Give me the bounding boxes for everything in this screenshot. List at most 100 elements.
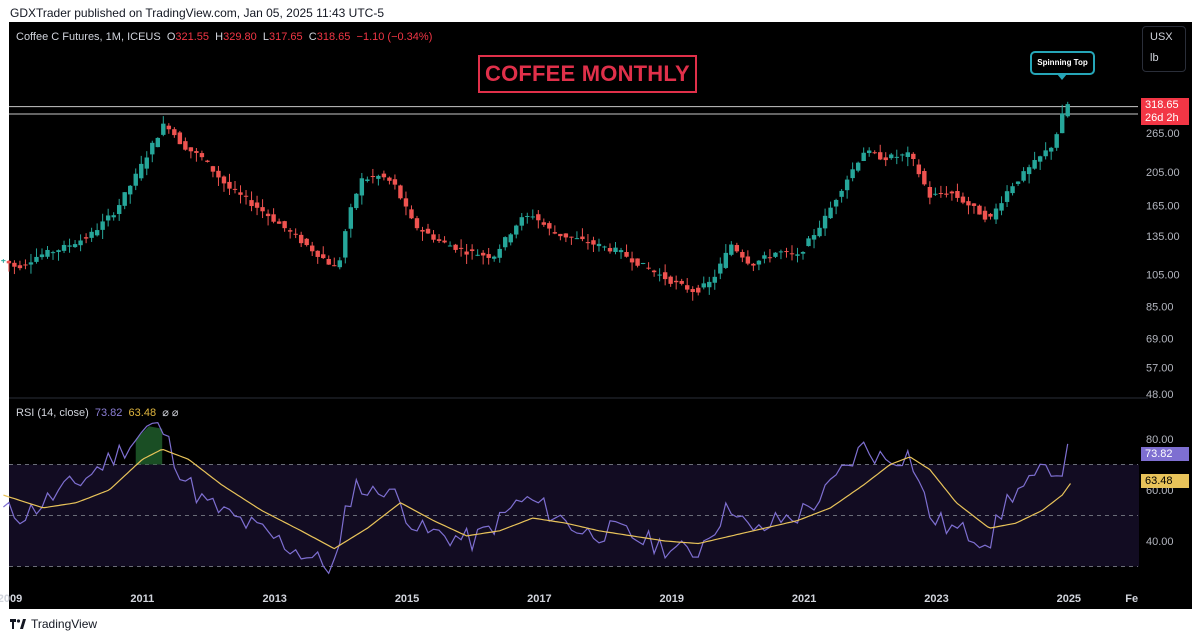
- open-value: 321.55: [175, 31, 210, 43]
- unit-label[interactable]: lb: [1150, 52, 1159, 64]
- candle-body: [144, 157, 149, 169]
- candle-body: [403, 198, 409, 207]
- candle-body: [359, 178, 365, 196]
- candle-body: [784, 251, 789, 253]
- candle-body: [414, 218, 420, 229]
- chart-title-annotation[interactable]: COFFEE MONTHLY: [478, 55, 697, 93]
- candle-body: [591, 240, 596, 245]
- candle-body: [624, 252, 629, 257]
- candle-body: [795, 254, 800, 256]
- candle-body: [618, 250, 624, 253]
- candle-body: [464, 251, 469, 255]
- brand-label: TradingView: [31, 617, 98, 631]
- candle-body: [337, 260, 342, 268]
- candle-body: [927, 187, 933, 198]
- rsi-tick-label: 60.00: [1146, 485, 1174, 497]
- candle-body: [260, 207, 265, 212]
- time-axis-label: 2015: [395, 593, 419, 605]
- currency-label[interactable]: USX: [1150, 31, 1173, 43]
- currency-unit-selector[interactable]: USX lb: [1142, 26, 1186, 72]
- candle-body: [607, 248, 613, 252]
- candle-body: [105, 215, 111, 221]
- price-tick-label: 57.00: [1146, 363, 1174, 375]
- candle-body: [552, 232, 558, 234]
- candle-body: [122, 192, 127, 206]
- candle-body: [646, 267, 651, 269]
- candle-body: [861, 152, 866, 161]
- candle-body: [900, 154, 905, 156]
- tradingview-brand[interactable]: TradingView: [10, 617, 97, 631]
- candle-body: [304, 238, 309, 246]
- candle-body: [999, 203, 1004, 211]
- high-label: H: [215, 31, 224, 43]
- time-axis-label: 2021: [792, 593, 816, 605]
- candle-body: [817, 227, 822, 237]
- candle-body: [34, 256, 39, 262]
- candle-body: [740, 251, 745, 258]
- candle-body: [1, 260, 6, 262]
- candle-body: [1032, 160, 1037, 169]
- candle-body: [734, 245, 740, 252]
- candle-body: [988, 213, 993, 217]
- candle-body: [822, 215, 828, 229]
- rsi-legend: RSI (14, close) 73.82 63.48 ⌀ ⌀: [16, 406, 179, 419]
- candle-body: [321, 254, 326, 259]
- time-axis-label: 2017: [527, 593, 551, 605]
- candle-body: [685, 285, 690, 290]
- candle-body: [6, 260, 12, 264]
- candle-body: [1010, 186, 1015, 194]
- candle-body: [249, 200, 254, 207]
- candle-body: [778, 251, 784, 253]
- candle-body: [232, 188, 238, 190]
- candle-body: [1021, 171, 1026, 181]
- candle-body: [67, 245, 72, 247]
- candle-body: [28, 262, 34, 265]
- candle-body: [662, 272, 668, 280]
- open-label: O: [166, 31, 176, 43]
- candle-body: [183, 141, 188, 150]
- candle-body: [955, 191, 960, 198]
- candle-body: [850, 169, 855, 179]
- candle-body: [39, 254, 45, 258]
- tradingview-logo-icon: [10, 619, 26, 629]
- candle-body: [332, 265, 337, 267]
- rsi-band-fill: [9, 464, 1139, 567]
- price-tick-label: 85.00: [1146, 302, 1174, 314]
- candle-body: [458, 247, 464, 249]
- symbol-legend: Coffee C Futures, 1M, ICEUS O321.55 H329…: [16, 31, 432, 43]
- rsi-ma-badge: 63.48: [1141, 474, 1189, 488]
- spinning-top-callout[interactable]: Spinning Top: [1030, 51, 1095, 75]
- candle-body: [392, 179, 398, 185]
- candle-body: [50, 252, 56, 254]
- candle-body: [12, 262, 17, 267]
- candle-body: [949, 191, 955, 194]
- candle-body: [238, 192, 243, 195]
- candle-body: [745, 256, 751, 264]
- candle-body: [409, 209, 414, 219]
- candle-body: [629, 258, 635, 263]
- candle-body: [613, 247, 618, 252]
- candle-body: [514, 225, 519, 235]
- candle-body: [425, 228, 431, 234]
- change-value: −1.10 (−0.34%): [356, 31, 433, 43]
- candle-body: [348, 207, 354, 229]
- low-label: L: [262, 31, 270, 43]
- candle-body: [94, 230, 100, 236]
- candle-body: [729, 244, 734, 255]
- time-axis-label: 2009: [0, 593, 22, 605]
- candle-body: [293, 233, 298, 235]
- candle-body: [569, 236, 574, 238]
- candle-body: [139, 163, 144, 179]
- candle-body: [205, 160, 210, 162]
- candle-body: [712, 276, 717, 283]
- price-tick-label: 165.00: [1146, 200, 1180, 212]
- candle-body: [128, 185, 133, 195]
- time-axis-label: 2023: [924, 593, 948, 605]
- time-axis-label: Fe: [1125, 593, 1138, 605]
- rsi-tick-label: 40.00: [1146, 536, 1174, 548]
- candle-body: [89, 231, 94, 238]
- candle-body: [1054, 134, 1059, 148]
- symbol-name: Coffee C Futures, 1M, ICEUS: [16, 31, 161, 43]
- candle-body: [751, 263, 756, 266]
